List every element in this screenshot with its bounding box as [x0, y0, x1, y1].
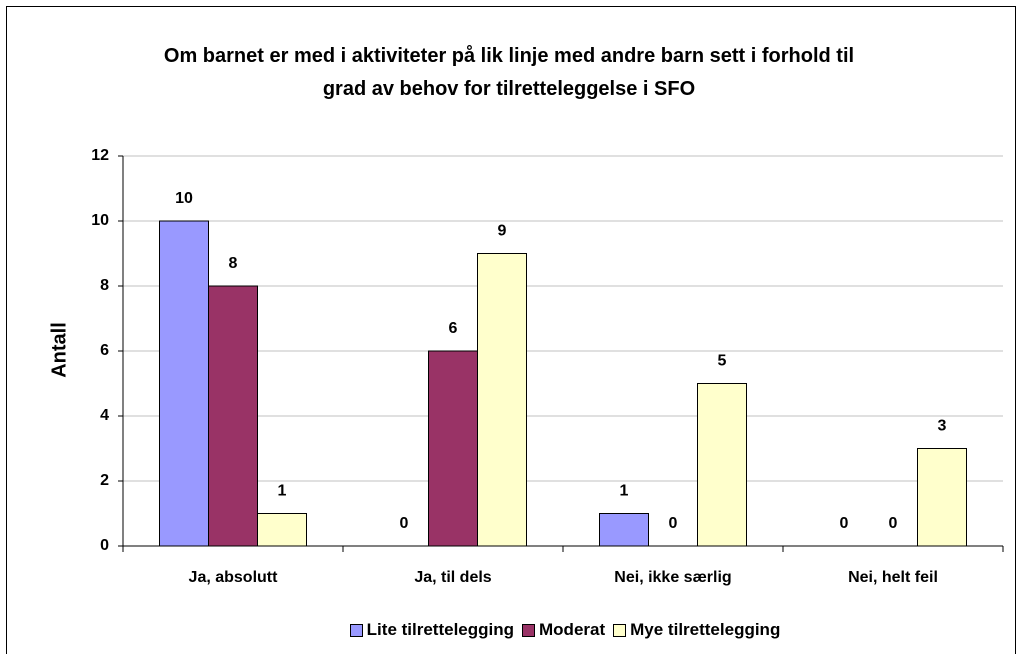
data-label: 0 [889, 515, 898, 532]
bar [697, 383, 747, 547]
legend-label: Mye tilrettelegging [630, 620, 781, 639]
y-tick-label: 0 [100, 537, 109, 554]
bar [159, 220, 209, 547]
bar [208, 285, 258, 547]
bar [257, 513, 307, 547]
legend-swatch [613, 623, 627, 637]
y-tick-label: 8 [100, 277, 109, 294]
y-tick-label: 12 [91, 147, 109, 164]
data-label: 5 [718, 353, 727, 370]
y-tick-label: 4 [100, 407, 109, 424]
chart-border [6, 6, 1016, 654]
legend-item: Moderat [522, 620, 605, 640]
x-tick-label: Ja, til dels [414, 569, 491, 586]
chart-title: Om barnet er med i aktiviteter på lik li… [163, 45, 855, 100]
legend: Lite tilrettelegging Moderat Mye tilrettel… [0, 620, 1018, 640]
data-label: 8 [229, 255, 238, 272]
data-label: 0 [669, 515, 678, 532]
legend-label: Moderat [539, 620, 606, 639]
data-label: 1 [620, 483, 629, 500]
data-label: 0 [840, 515, 849, 532]
y-axis-label: Antall [48, 322, 70, 378]
data-label: 1 [278, 483, 287, 500]
bar [599, 513, 649, 547]
legend-label: Lite tilrettelegging [366, 620, 515, 639]
data-label: 9 [498, 223, 507, 240]
data-label: 10 [175, 190, 193, 207]
legend-swatch [522, 623, 536, 637]
data-label: 3 [938, 418, 947, 435]
y-tick-label: 2 [100, 472, 109, 489]
x-tick-label: Nei, helt feil [848, 569, 938, 586]
legend-item: Mye tilrettelegging [613, 620, 780, 640]
data-label: 6 [449, 320, 458, 337]
bar [477, 253, 527, 547]
bar [917, 448, 967, 547]
legend-item: Lite tilrettelegging [349, 620, 515, 640]
x-tick-label: Ja, absolutt [189, 569, 279, 586]
x-tick-label: Nei, ikke særlig [614, 569, 731, 586]
legend-swatch [349, 623, 363, 637]
bar [428, 350, 478, 547]
data-label: 0 [400, 515, 409, 532]
y-tick-label: 6 [100, 342, 109, 359]
y-tick-label: 10 [91, 212, 109, 229]
